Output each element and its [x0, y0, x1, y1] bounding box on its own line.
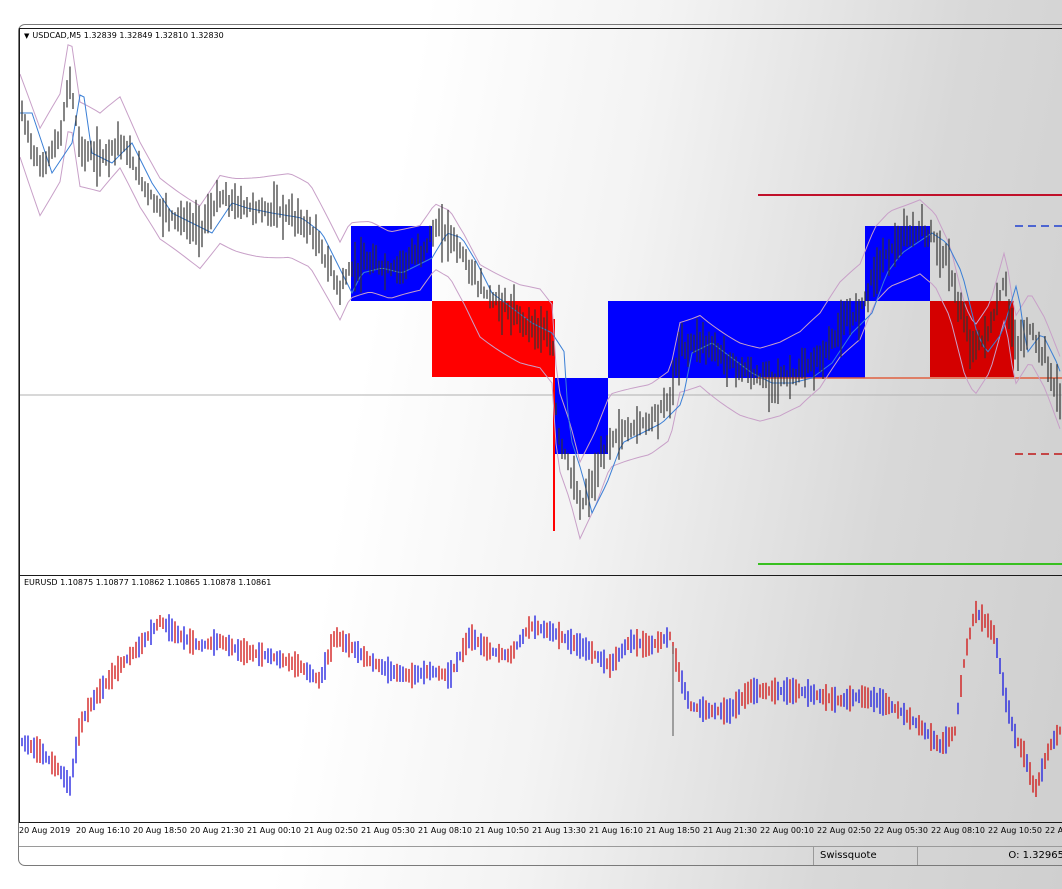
zone-box [555, 378, 608, 454]
time-axis-label: 21 Aug 02:50 [304, 826, 358, 835]
time-axis-label: 21 Aug 05:30 [361, 826, 415, 835]
time-axis-label: 20 Aug 16:10 [76, 826, 130, 835]
time-axis-label: 21 Aug 00:10 [247, 826, 301, 835]
time-axis-label: 20 Aug 21:30 [190, 826, 244, 835]
main-ohlc-text: USDCAD,M5 1.32839 1.32849 1.32810 1.3283… [32, 31, 224, 40]
time-axis-label: 20 Aug 18:50 [133, 826, 187, 835]
main-symbol-label: ▼ USDCAD,M5 1.32839 1.32849 1.32810 1.328… [24, 31, 224, 40]
time-axis-label: 21 Aug 13:30 [532, 826, 586, 835]
status-bar: Swissquote O: 1.32965 [19, 846, 1062, 865]
time-axis-label: 22 Aug 08:10 [931, 826, 985, 835]
ohlc-readout: O: 1.32965 [917, 847, 1062, 865]
time-axis-label: 21 Aug 16:10 [589, 826, 643, 835]
collapse-triangle-icon[interactable]: ▼ [24, 32, 30, 40]
time-axis-label: 22 Aug 00:10 [760, 826, 814, 835]
sub-ohlc-text: EURUSD 1.10875 1.10877 1.10862 1.10865 1… [24, 578, 272, 587]
main-price-pane[interactable]: ▼ USDCAD,M5 1.32839 1.32849 1.32810 1.328… [19, 28, 1062, 576]
time-axis-label: 21 Aug 18:50 [646, 826, 700, 835]
chart-window-frame [18, 24, 1062, 866]
time-axis-label: 20 Aug 2019 [19, 826, 71, 835]
bollinger-upper [20, 44, 1061, 464]
eurusd-chart[interactable] [20, 576, 1062, 822]
sub-symbol-label: EURUSD 1.10875 1.10877 1.10862 1.10865 1… [24, 578, 271, 587]
zone-box [432, 301, 553, 377]
zone-spike [553, 319, 555, 531]
time-axis-label: 21 Aug 08:10 [418, 826, 472, 835]
time-axis-label: 22 Aug 05:30 [874, 826, 928, 835]
time-axis-label: 22 Aug 02:50 [817, 826, 871, 835]
sub-price-pane[interactable]: EURUSD 1.10875 1.10877 1.10862 1.10865 1… [19, 576, 1062, 823]
usdcad-chart[interactable] [20, 29, 1062, 575]
time-axis-label: 21 Aug 10:50 [475, 826, 529, 835]
time-axis-label: 22 Aug 10:50 [988, 826, 1042, 835]
bollinger-lower [20, 131, 1061, 541]
broker-name: Swissquote [813, 847, 912, 865]
time-axis-label: 21 Aug 21:30 [703, 826, 757, 835]
time-axis-label: 22 A [1045, 826, 1062, 835]
